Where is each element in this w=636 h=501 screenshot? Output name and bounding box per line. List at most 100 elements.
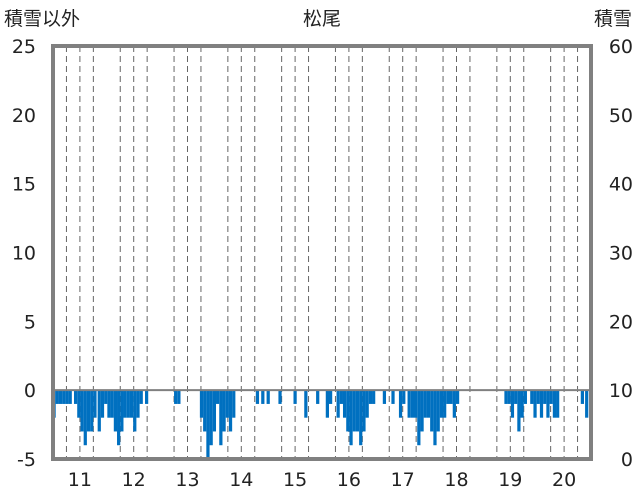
plot-frame <box>51 44 593 461</box>
bar <box>86 390 91 432</box>
x-tick-label: 16 <box>337 469 361 491</box>
bar <box>452 390 456 418</box>
bar <box>77 390 81 418</box>
bar <box>365 390 369 418</box>
bar <box>65 390 69 404</box>
bar <box>543 390 547 404</box>
right-y-tick-label: 0 <box>621 449 633 471</box>
bar <box>199 390 204 418</box>
grid-lines <box>65 46 579 459</box>
bar <box>139 390 143 404</box>
bar <box>174 390 178 404</box>
bar <box>420 390 424 432</box>
bar <box>382 390 387 404</box>
bar <box>507 390 511 404</box>
bar <box>546 390 550 418</box>
bar <box>228 390 233 432</box>
bar <box>206 390 210 459</box>
bar <box>402 390 406 404</box>
bar <box>398 390 403 418</box>
bar <box>372 390 376 404</box>
bar <box>133 390 137 432</box>
bar <box>410 390 414 418</box>
bar <box>352 390 356 432</box>
left-y-tick-label: 25 <box>12 36 36 58</box>
bar <box>504 390 508 404</box>
right-y-tick-labels: 60 50 40 30 20 10 0 <box>609 36 633 471</box>
right-y-tick-label: 10 <box>609 380 633 402</box>
bar <box>293 390 297 404</box>
bar <box>443 390 447 418</box>
x-tick-label: 14 <box>229 469 253 491</box>
x-tick-label: 18 <box>444 469 468 491</box>
bar <box>110 390 114 418</box>
bar-series <box>52 390 589 459</box>
bar <box>216 390 220 404</box>
bar <box>436 390 440 432</box>
bar <box>222 390 226 432</box>
bar <box>339 390 343 404</box>
bar <box>93 390 97 418</box>
left-y-tick-label: 20 <box>12 105 36 127</box>
bar <box>144 390 149 404</box>
bar <box>203 390 207 432</box>
bar <box>107 390 111 418</box>
x-tick-label: 20 <box>552 469 576 491</box>
bar <box>530 390 534 404</box>
bar <box>362 390 366 432</box>
chart-title: 松尾 <box>303 8 341 30</box>
bar <box>83 390 87 446</box>
bar <box>255 390 260 404</box>
bar <box>433 390 437 446</box>
bar <box>533 390 537 418</box>
bar <box>120 390 124 432</box>
bar <box>349 390 353 446</box>
right-y-tick-label: 20 <box>609 311 633 333</box>
bar <box>126 390 130 418</box>
left-y-tick-label: -5 <box>17 449 36 471</box>
bar <box>73 390 78 404</box>
bar <box>446 390 450 404</box>
bar <box>225 390 229 418</box>
bar <box>426 390 431 418</box>
bar <box>100 390 105 418</box>
bar <box>368 390 373 404</box>
bar <box>68 390 72 404</box>
bar <box>430 390 434 432</box>
right-y-tick-label: 50 <box>609 105 633 127</box>
bar <box>219 390 223 446</box>
bar <box>449 390 453 404</box>
bar <box>346 390 350 432</box>
x-tick-labels: 11 12 13 14 15 16 17 18 19 20 <box>68 469 576 491</box>
bar <box>113 390 118 432</box>
bar <box>136 390 140 418</box>
left-y-tick-label: 0 <box>24 380 36 402</box>
bar <box>177 390 181 404</box>
bar <box>520 390 524 418</box>
bar <box>536 390 540 404</box>
bar <box>552 390 557 418</box>
bar <box>104 390 108 404</box>
bar <box>261 390 265 404</box>
right-axis-title: 積雪 <box>594 8 632 30</box>
x-tick-label: 12 <box>122 469 146 491</box>
bar <box>423 390 427 418</box>
bar <box>413 390 418 418</box>
bar <box>523 390 527 404</box>
x-tick-label: 13 <box>175 469 199 491</box>
bar <box>539 390 544 418</box>
bar <box>117 390 121 446</box>
bar <box>62 390 66 404</box>
x-tick-label: 11 <box>68 469 92 491</box>
bar <box>80 390 84 432</box>
bar <box>129 390 134 418</box>
right-y-tick-label: 60 <box>609 36 633 58</box>
x-tick-label: 15 <box>283 469 307 491</box>
bar <box>517 390 521 432</box>
bar <box>58 390 63 404</box>
x-tick-label: 19 <box>498 469 522 491</box>
bar <box>359 390 363 446</box>
bar <box>90 390 94 432</box>
bar <box>556 390 560 418</box>
bar <box>439 390 444 418</box>
